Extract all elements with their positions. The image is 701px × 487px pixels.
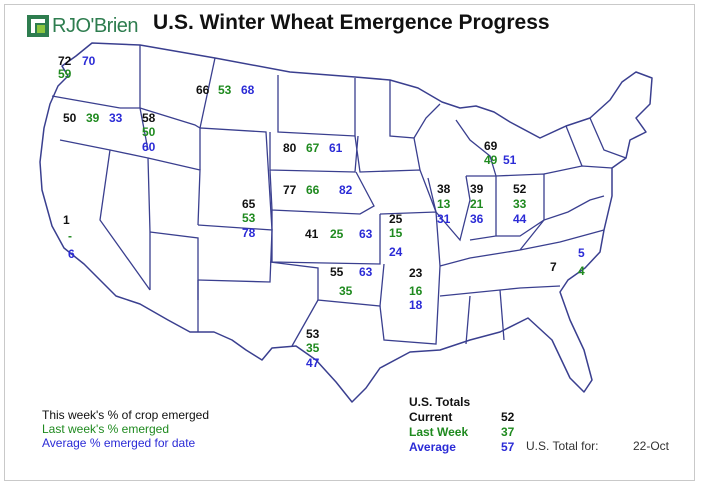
sd-average: 61 <box>329 141 343 155</box>
total-for-label: U.S. Total for: <box>526 439 599 453</box>
id-last-week: 50 <box>142 125 156 139</box>
mi-last-week: 49 <box>484 153 498 167</box>
ok-last-week: 35 <box>339 284 353 298</box>
totals-row-current: Current 52 <box>409 410 531 425</box>
mo-average: 24 <box>389 245 403 259</box>
ks-last-week: 25 <box>330 227 344 241</box>
totals-last-label: Last Week <box>409 425 469 439</box>
nc-last-week: 4 <box>578 264 585 278</box>
ar-last-week: 16 <box>409 284 423 298</box>
il-average: 31 <box>437 212 451 226</box>
oh-current: 52 <box>513 182 527 196</box>
ne-current: 77 <box>283 183 297 197</box>
or-average: 33 <box>109 111 123 125</box>
legend-last-week: Last week's % emerged <box>42 422 170 436</box>
or-current: 50 <box>63 111 77 125</box>
mt-current: 66 <box>196 83 210 97</box>
id-current: 58 <box>142 111 156 125</box>
oh-last-week: 33 <box>513 197 527 211</box>
ne-average: 82 <box>339 183 353 197</box>
ar-average: 18 <box>409 298 423 312</box>
ks-average: 63 <box>359 227 373 241</box>
totals-row-average: Average 57 <box>409 440 531 455</box>
il-last-week: 13 <box>437 197 451 211</box>
legend-current: This week's % of crop emerged <box>42 408 210 422</box>
tx-current: 53 <box>306 327 320 341</box>
us-totals: U.S. Totals Current 52 Last Week 37 Aver… <box>409 395 531 455</box>
in-current: 39 <box>470 182 484 196</box>
totals-last-value: 37 <box>501 425 515 439</box>
total-date: 22-Oct <box>633 439 670 453</box>
il-current: 38 <box>437 182 451 196</box>
totals-row-last-week: Last Week 37 <box>409 425 531 440</box>
totals-current-label: Current <box>409 410 453 424</box>
nc-average: 5 <box>578 246 585 260</box>
ar-current: 23 <box>409 266 423 280</box>
wa-last-week: 59 <box>58 67 72 81</box>
mi-average: 51 <box>503 153 517 167</box>
totals-current-value: 52 <box>501 410 515 424</box>
totals-avg-value: 57 <box>501 440 515 454</box>
ks-current: 41 <box>305 227 319 241</box>
in-last-week: 21 <box>470 197 484 211</box>
nc-current: 7 <box>550 260 557 274</box>
rjo-logo-icon <box>27 15 49 37</box>
totals-avg-label: Average <box>409 440 456 454</box>
totals-heading: U.S. Totals <box>409 395 471 409</box>
page-title: U.S. Winter Wheat Emergence Progress <box>153 11 550 34</box>
legend: This week's % of crop emerged Last week'… <box>42 408 209 450</box>
id-average: 60 <box>142 140 156 154</box>
sd-current: 80 <box>283 141 297 155</box>
ca-last-week: - <box>68 229 72 243</box>
tx-average: 47 <box>306 356 320 370</box>
ne-last-week: 66 <box>306 183 320 197</box>
oh-average: 44 <box>513 212 527 226</box>
us-outline <box>39 42 653 403</box>
in-average: 36 <box>470 212 484 226</box>
co-last-week: 53 <box>242 211 256 225</box>
co-current: 65 <box>242 197 256 211</box>
ok-current: 55 <box>330 265 344 279</box>
state-borders <box>51 45 627 347</box>
ca-average: 6 <box>68 247 75 261</box>
or-last-week: 39 <box>86 111 100 125</box>
sd-last-week: 67 <box>306 141 320 155</box>
brand-logo: RJO'Brien <box>27 12 139 40</box>
mo-last-week: 15 <box>389 226 403 240</box>
mt-average: 68 <box>241 83 255 97</box>
ca-current: 1 <box>63 213 70 227</box>
ok-average: 63 <box>359 265 373 279</box>
co-average: 78 <box>242 226 256 240</box>
mt-last-week: 53 <box>218 83 232 97</box>
brand-name: RJO'Brien <box>52 14 139 37</box>
legend-average: Average % emerged for date <box>42 436 196 450</box>
mo-current: 25 <box>389 212 403 226</box>
mi-current: 69 <box>484 139 498 153</box>
wa-current: 72 <box>58 54 72 68</box>
wa-average: 70 <box>82 54 96 68</box>
tx-last-week: 35 <box>306 341 320 355</box>
